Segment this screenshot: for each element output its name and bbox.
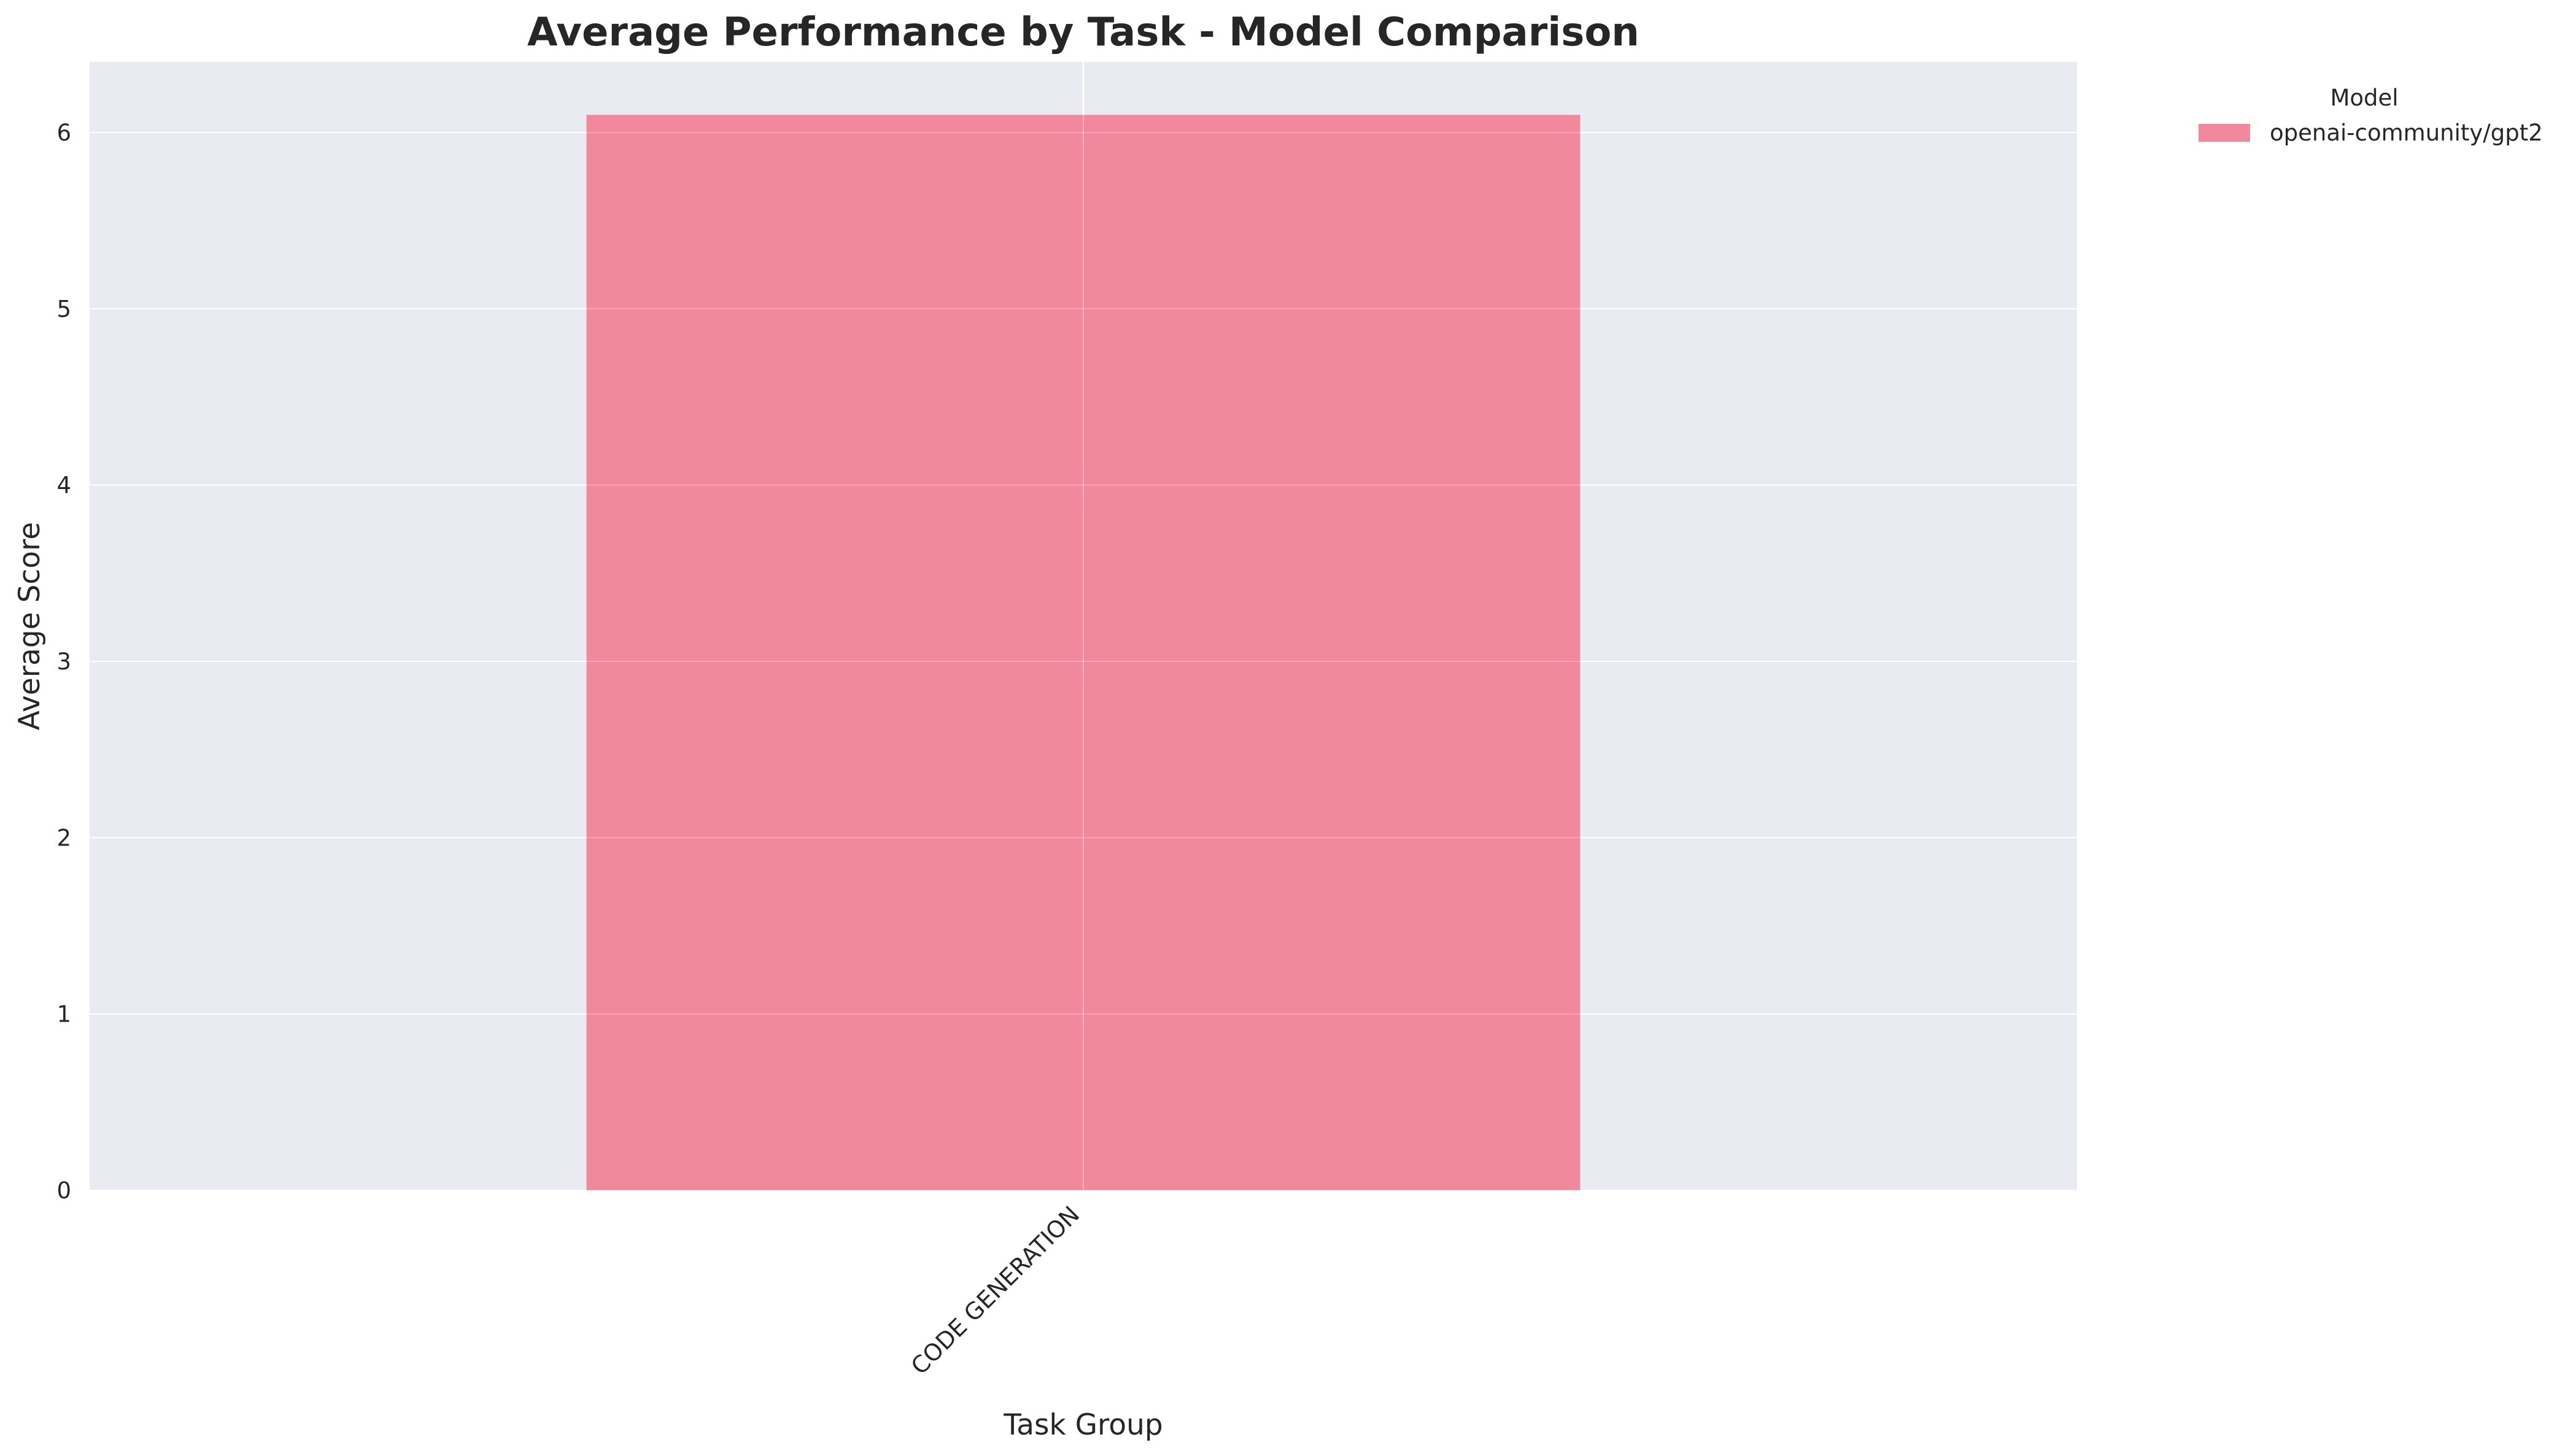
y-tick-label: 0 [56, 1177, 71, 1204]
legend: Model openai-community/gpt2 [2199, 85, 2543, 146]
y-axis-label: Average Score [13, 522, 47, 731]
x-axis-ticks: CODE GENERATION [906, 1201, 1085, 1380]
y-tick-label: 6 [56, 120, 71, 146]
x-axis-label: Task Group [1003, 1408, 1162, 1442]
legend-swatch [2199, 124, 2250, 142]
legend-title: Model [2330, 85, 2398, 111]
legend-items: openai-community/gpt2 [2199, 120, 2543, 146]
y-tick-label: 4 [56, 472, 71, 499]
y-tick-label: 2 [56, 825, 71, 851]
y-axis-ticks: 0 1 2 3 4 5 6 [56, 120, 71, 1204]
y-tick-label: 3 [56, 649, 71, 675]
chart-title: Average Performance by Task - Model Comp… [527, 10, 1639, 55]
x-tick-label: CODE GENERATION [906, 1201, 1085, 1380]
y-tick-label: 1 [56, 1001, 71, 1028]
bars [90, 62, 2077, 1191]
legend-label: openai-community/gpt2 [2270, 120, 2543, 146]
y-tick-label: 5 [56, 296, 71, 322]
bar [586, 115, 1580, 1190]
